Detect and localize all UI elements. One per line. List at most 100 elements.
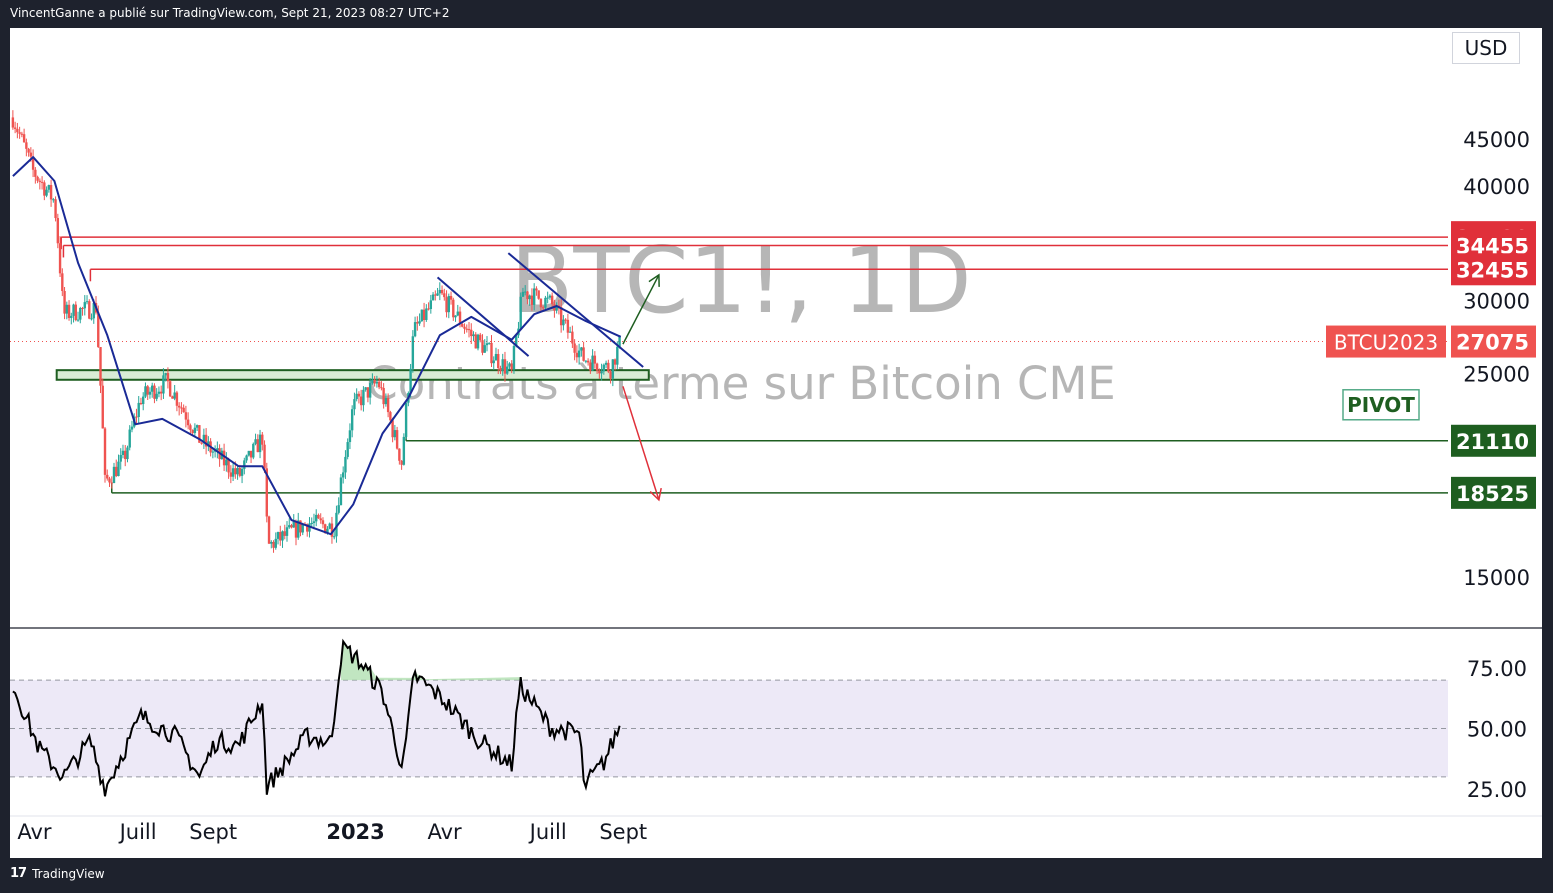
candle-body (263, 444, 266, 469)
candle-body (321, 520, 325, 525)
candle-body (326, 528, 329, 534)
candle-body (168, 381, 172, 397)
candle-body (539, 298, 543, 308)
candle-body (501, 359, 504, 371)
candle-body (299, 520, 302, 533)
candle-body (368, 383, 372, 398)
candle-body (341, 472, 345, 478)
x-tick-Sept: Sept (599, 820, 647, 844)
candle-body (157, 391, 161, 394)
candle-body (279, 532, 282, 541)
candle-body (166, 373, 170, 382)
candle-body (164, 373, 167, 376)
candle-body (97, 312, 100, 348)
candle-body (22, 134, 26, 143)
candle-body (184, 412, 188, 420)
candle-body (115, 466, 118, 477)
candle-body (413, 322, 417, 337)
arrow-up (622, 274, 660, 345)
candle-body (497, 354, 500, 369)
candle-body (162, 375, 165, 394)
candle-body (261, 434, 264, 445)
watermark-name: Contrats à terme sur Bitcoin CME (366, 357, 1115, 410)
candle-body (52, 199, 55, 201)
candle-body (609, 371, 612, 379)
currency-label[interactable]: USD (1452, 32, 1520, 64)
candle-body (485, 343, 489, 346)
candle-body (467, 329, 471, 331)
candle-body (231, 468, 235, 477)
candle-body (377, 381, 381, 388)
rsi-overbought-fill (340, 641, 521, 681)
candle-body (74, 304, 77, 321)
level-label-32455: 32455 (1456, 258, 1529, 282)
candle-body (499, 368, 502, 371)
candle-body (481, 340, 484, 353)
candle-body (191, 429, 194, 434)
candle-body (595, 363, 599, 371)
candle-body (249, 450, 253, 458)
candle-body (76, 319, 80, 321)
candle-body (566, 319, 570, 333)
candle-body (555, 305, 558, 311)
candle-body (40, 181, 44, 183)
candle-body (236, 468, 239, 475)
candle-body (142, 396, 145, 405)
candle-body (393, 430, 397, 438)
candle-body (200, 442, 203, 444)
candle-body (344, 456, 347, 473)
candle-body (315, 514, 318, 522)
candle-body (328, 523, 331, 529)
candle-body (144, 386, 147, 397)
candle-body (234, 468, 237, 475)
candle-body (283, 531, 286, 536)
candle-body (404, 402, 408, 437)
candle-body (330, 523, 334, 537)
candle-body (559, 306, 563, 326)
candle-body (337, 505, 340, 513)
candle-body (409, 368, 412, 394)
candle-body (573, 343, 576, 353)
candle-body (544, 297, 547, 308)
candle-body (240, 468, 244, 476)
candle-body (382, 387, 385, 405)
candle-body (85, 301, 89, 303)
level-label-21110: 21110 (1456, 430, 1529, 454)
candle-body (564, 319, 567, 321)
candle-body (589, 362, 592, 371)
candle-body (243, 460, 246, 469)
candle-body (420, 309, 424, 322)
candle-body (110, 482, 113, 484)
candle-body (461, 323, 464, 327)
candle-body (384, 397, 388, 405)
candle-body (112, 466, 116, 483)
candle-body (13, 127, 17, 129)
candle-body (530, 295, 534, 305)
rsi-band (10, 680, 1448, 777)
candle-body (600, 371, 603, 374)
candle-body (355, 393, 358, 400)
x-tick-2023: 2023 (326, 820, 384, 844)
price-pane (10, 110, 1448, 553)
candle-body (616, 346, 619, 365)
pivot-zone (55, 369, 650, 381)
candle-body (130, 426, 134, 430)
candle-body (16, 128, 19, 133)
candle-body (182, 407, 185, 413)
candle-body (568, 331, 572, 333)
candle-body (443, 293, 446, 298)
candle-body (81, 307, 84, 309)
candle-body (63, 290, 66, 314)
candle-body (222, 450, 226, 466)
candle-body (508, 363, 511, 367)
rsi-tick-50.00: 50.00 (1467, 718, 1527, 742)
candle-body (267, 516, 271, 544)
candle-body (386, 397, 390, 413)
candle-body (324, 524, 327, 534)
candle-body (65, 304, 69, 314)
candle-body (25, 142, 28, 149)
candle-body (582, 347, 585, 361)
candle-body (427, 308, 430, 310)
x-tick-Juill: Juill (118, 820, 157, 844)
